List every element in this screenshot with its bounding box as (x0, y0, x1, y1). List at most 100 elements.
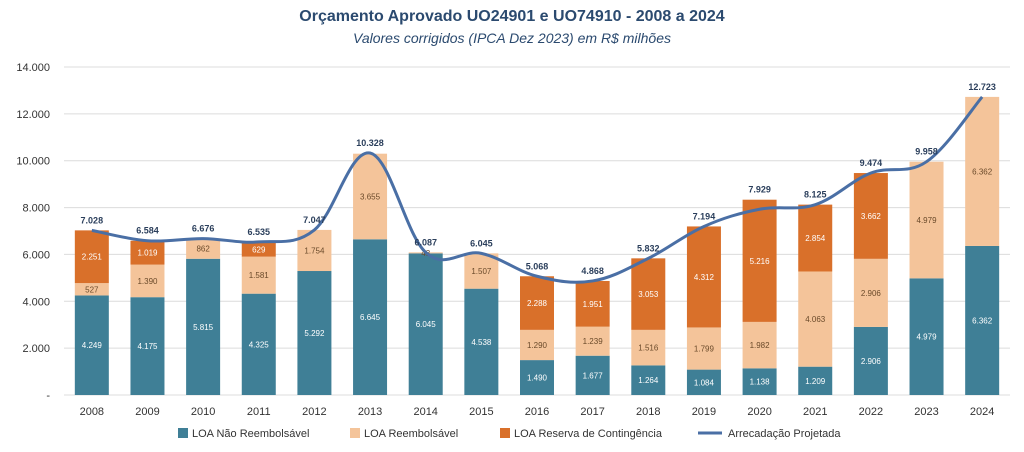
data-label: 1.239 (583, 337, 604, 346)
bar-segment (520, 276, 554, 330)
data-label: 1.507 (471, 267, 492, 276)
x-tick-label: 2018 (636, 406, 660, 418)
bar-segment (130, 297, 165, 395)
y-tick-label: 12.000 (16, 109, 50, 121)
bar-segment (798, 366, 833, 395)
bar-segment (631, 329, 666, 366)
line-data-label: 5.068 (526, 261, 549, 271)
x-tick-label: 2016 (525, 406, 549, 418)
data-label: 4.538 (471, 338, 492, 347)
bar-segment (742, 321, 777, 369)
series-line-arrecadacao (91, 95, 984, 284)
x-tick-label: 2013 (358, 406, 382, 418)
bar-segment (353, 239, 388, 395)
bar-segment (742, 199, 777, 322)
x-tick-label: 2015 (469, 406, 493, 418)
data-label: 1.951 (583, 300, 604, 309)
y-tick-label: 14.000 (16, 62, 50, 74)
data-label: 1.264 (638, 376, 659, 385)
legend-swatch (350, 428, 360, 438)
data-label: 5.216 (750, 257, 771, 266)
line-data-label: 6.584 (136, 226, 159, 236)
line-data-label: 9.474 (860, 158, 883, 168)
legend-label: LOA Reserva de Contingência (514, 428, 663, 440)
data-label: 1.581 (249, 271, 270, 280)
legend-swatch (178, 428, 188, 438)
bar-segment (631, 365, 666, 395)
bar-segment (575, 280, 610, 327)
data-label: 3.662 (861, 212, 882, 221)
line-data-label: 7.028 (81, 215, 104, 225)
data-label: 5.815 (193, 323, 214, 332)
x-tick-label: 2023 (914, 406, 938, 418)
data-label: 4.063 (805, 315, 826, 324)
data-label: 527 (85, 285, 99, 294)
bar-segment (853, 258, 888, 327)
bar-segment (241, 256, 276, 294)
x-tick-label: 2011 (247, 406, 271, 418)
line-data-label: 6.535 (247, 227, 270, 237)
chart-subtitle: Valores corrigidos (IPCA Dez 2023) em R$… (353, 30, 671, 46)
x-tick-label: 2021 (803, 406, 827, 418)
data-label: 1.084 (694, 378, 715, 387)
chart-title: Orçamento Aprovado UO24901 e UO74910 - 2… (299, 8, 725, 25)
line-data-label: 9.958 (915, 147, 938, 157)
line-data-label: 8.125 (804, 190, 827, 200)
bar-segment (742, 368, 777, 395)
data-label: 1.677 (583, 371, 604, 380)
bar-segment (798, 204, 833, 272)
x-tick-label: 2020 (747, 406, 771, 418)
line-data-label: 4.868 (581, 266, 604, 276)
bar-segment (575, 355, 610, 395)
x-tick-label: 2017 (580, 406, 604, 418)
bar-segment (798, 271, 833, 367)
line-data-label: 7.929 (748, 185, 771, 195)
data-label: 5.292 (304, 329, 325, 338)
data-label: 6.045 (416, 320, 437, 329)
bar-segment (965, 245, 1000, 395)
data-label: 1.982 (750, 341, 771, 350)
bar-segment (853, 173, 888, 259)
legend-label: LOA Não Reembolsável (192, 428, 309, 440)
bar-segment (353, 153, 388, 240)
bar-segment (74, 295, 109, 395)
x-tick-label: 2010 (191, 406, 215, 418)
data-label: 1.490 (527, 374, 548, 383)
bar-segment (520, 360, 554, 395)
bar-segment (575, 326, 610, 356)
data-label: 4.249 (82, 341, 103, 350)
bar-segment (241, 293, 276, 395)
data-label: 2.288 (527, 299, 548, 308)
data-label: 6.645 (360, 313, 381, 322)
bar-segment (909, 278, 944, 395)
data-label: 1.516 (638, 344, 659, 353)
legend-label: Arrecadação Projetada (728, 428, 841, 440)
line-data-label: 6.045 (470, 238, 493, 248)
bar-segment (686, 226, 721, 328)
legend-swatch (500, 428, 510, 438)
x-tick-label: 2024 (970, 406, 994, 418)
bar-segment (130, 240, 165, 265)
x-tick-label: 2012 (302, 406, 326, 418)
legend-label: LOA Reembolsável (364, 428, 458, 440)
data-label: 2.251 (82, 253, 103, 262)
line-data-label: 6.676 (192, 224, 215, 234)
data-label: 6.362 (972, 316, 993, 325)
x-tick-label: 2014 (413, 406, 437, 418)
bar-segment (631, 258, 666, 330)
data-label: 629 (252, 245, 266, 254)
bar-segment (74, 283, 109, 296)
x-tick-label: 2009 (135, 406, 159, 418)
data-label: 4.175 (137, 342, 158, 351)
y-tick-label: 6.000 (22, 249, 50, 261)
data-label: 1.209 (805, 377, 826, 386)
bar-segment (965, 96, 1000, 246)
data-label: 1.290 (527, 341, 548, 350)
bar-segment (74, 230, 109, 284)
bar-segment (297, 271, 332, 395)
y-tick-label: 4.000 (22, 296, 50, 308)
data-label: 4.979 (917, 333, 938, 342)
data-label: 2.906 (861, 357, 882, 366)
